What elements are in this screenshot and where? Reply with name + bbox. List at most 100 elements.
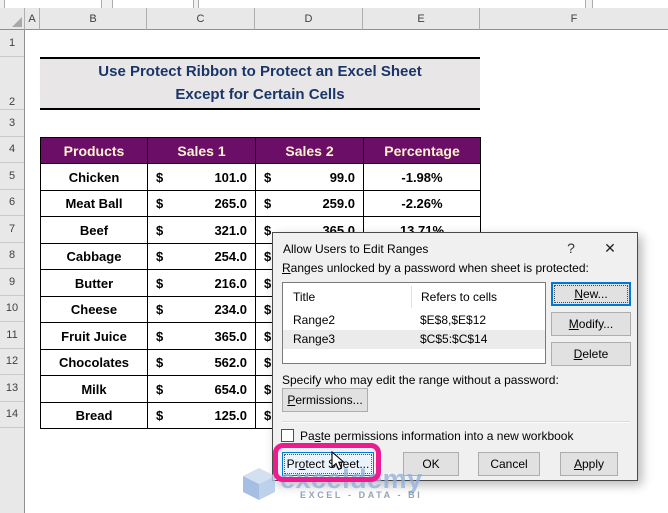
row-header-5[interactable]: 5 [0,163,24,190]
table-header-sales2[interactable]: Sales 2 [255,137,364,164]
cell-sales2[interactable]: $259.0 [255,190,364,217]
currency-symbol: $ [264,196,272,211]
table-header-products[interactable]: Products [40,137,148,164]
new-button[interactable]: New... [551,282,631,306]
permissions-button[interactable]: Permissions... [282,388,368,412]
list-item-range2[interactable]: Range2 $E$8,$E$12 [283,311,545,330]
label-mnemonic: o [298,457,306,471]
sales1-value: 654.0 [214,381,247,397]
currency-symbol: $ [156,328,164,344]
help-icon[interactable]: ? [567,240,575,256]
allow-users-to-edit-ranges-dialog: Allow Users to Edit Ranges ? ✕ Ranges un… [272,232,638,481]
sales1-value: 562.0 [214,355,247,370]
range-refers: $E$8,$E$12 [420,313,487,327]
paste-permissions-checkbox[interactable] [281,429,294,442]
name-box-remnant [4,0,102,8]
column-header-f[interactable]: F [480,8,668,30]
modify-button[interactable]: Modify... [551,312,631,336]
cell-percentage[interactable]: -2.26% [363,190,481,217]
table-row: Meat Ball $265.0 $259.0 -2.26% [40,190,481,217]
column-header-b[interactable]: B [40,8,147,30]
row-header-2[interactable]: 2 [0,57,24,110]
currency-symbol: $ [156,249,164,264]
toolbar-remnant [112,0,194,8]
list-item-range3[interactable]: Range3 $C$5:$C$14 [283,330,545,349]
listbox-col-refers: Refers to cells [411,286,545,308]
label-part: anges unlocked by a password when sheet … [290,261,589,275]
currency-symbol: $ [264,328,272,344]
cell-product[interactable]: Butter [40,269,148,297]
protect-sheet-button[interactable]: Protect Sheet... [282,452,374,476]
cancel-button[interactable]: Cancel [478,452,540,476]
currency-symbol: $ [264,275,272,291]
sheet-title-line2: Except for Certain Cells [175,85,345,103]
sheet-title-cell[interactable]: Use Protect Ribbon to Protect an Excel S… [40,57,480,110]
sales1-value: 101.0 [214,169,247,185]
currency-symbol: $ [156,275,164,291]
cell-product[interactable]: Chocolates [40,349,148,376]
sales1-value: 125.0 [214,408,247,423]
cell-product[interactable]: Meat Ball [40,190,148,217]
label-part: te permissions information into a new wo… [320,429,574,443]
cell-sales1[interactable]: $321.0 [147,216,256,244]
row-header-12[interactable]: 12 [0,349,24,375]
sales1-value: 254.0 [214,249,247,264]
currency-symbol: $ [264,408,272,423]
close-icon[interactable]: ✕ [604,240,616,256]
paste-permissions-label[interactable]: Paste permissions information into a new… [300,429,573,443]
row-header-4[interactable]: 4 [0,137,24,163]
cell-sales1[interactable]: $216.0 [147,269,256,297]
cell-sales1[interactable]: $101.0 [147,163,256,191]
row-header-1[interactable]: 1 [0,30,24,57]
ranges-label: Ranges unlocked by a password when sheet… [282,261,589,275]
ranges-listbox[interactable]: Title Refers to cells Range2 $E$8,$E$12 … [282,282,546,364]
row-header-11[interactable]: 11 [0,322,24,349]
sales1-value: 265.0 [214,196,247,211]
row-header-14[interactable]: 14 [0,402,24,428]
delete-button[interactable]: Delete [551,342,631,366]
currency-symbol: $ [264,222,272,238]
table-header-percentage[interactable]: Percentage [363,137,481,164]
cell-product[interactable]: Chicken [40,163,148,191]
label-mnemonic: M [568,317,579,331]
cell-sales2[interactable]: $99.0 [255,163,364,191]
cell-product[interactable]: Beef [40,216,148,244]
cell-sales1[interactable]: $562.0 [147,349,256,376]
apply-button[interactable]: Apply [560,452,618,476]
cell-sales1[interactable]: $365.0 [147,322,256,350]
row-header-6[interactable]: 6 [0,190,24,216]
cell-sales1[interactable]: $654.0 [147,375,256,403]
column-header-d[interactable]: D [255,8,363,30]
row-header-7[interactable]: 7 [0,216,24,243]
row-header-3[interactable]: 3 [0,110,24,137]
column-header-a[interactable]: A [25,8,40,30]
cell-sales1[interactable]: $254.0 [147,243,256,270]
range-title: Range3 [293,332,336,346]
ok-button[interactable]: OK [403,452,459,476]
cell-product[interactable]: Cabbage [40,243,148,270]
range-title: Range2 [293,313,336,327]
cell-product[interactable]: Cheese [40,296,148,323]
table-header-sales1[interactable]: Sales 1 [147,137,256,164]
row-header-13[interactable]: 13 [0,375,24,402]
cell-product[interactable]: Milk [40,375,148,403]
label-part: pply [582,457,605,471]
row-header-10[interactable]: 10 [0,296,24,322]
cell-sales1[interactable]: $125.0 [147,402,256,429]
column-header-c[interactable]: C [147,8,255,30]
label-mnemonic: N [574,287,583,301]
cell-sales1[interactable]: $234.0 [147,296,256,323]
label-part: ew... [582,287,608,301]
toolbar-remnant [592,0,668,8]
row-header-9[interactable]: 9 [0,269,24,296]
cell-sales1[interactable]: $265.0 [147,190,256,217]
watermark-tagline: EXCEL - DATA - BI [300,490,423,500]
cell-product[interactable]: Fruit Juice [40,322,148,350]
row-header-8[interactable]: 8 [0,243,24,269]
select-all-corner[interactable] [0,8,25,30]
cell-percentage[interactable]: -1.98% [363,163,481,191]
label-part: elete [582,347,609,361]
cell-product[interactable]: Bread [40,402,148,429]
column-header-e[interactable]: E [363,8,480,30]
